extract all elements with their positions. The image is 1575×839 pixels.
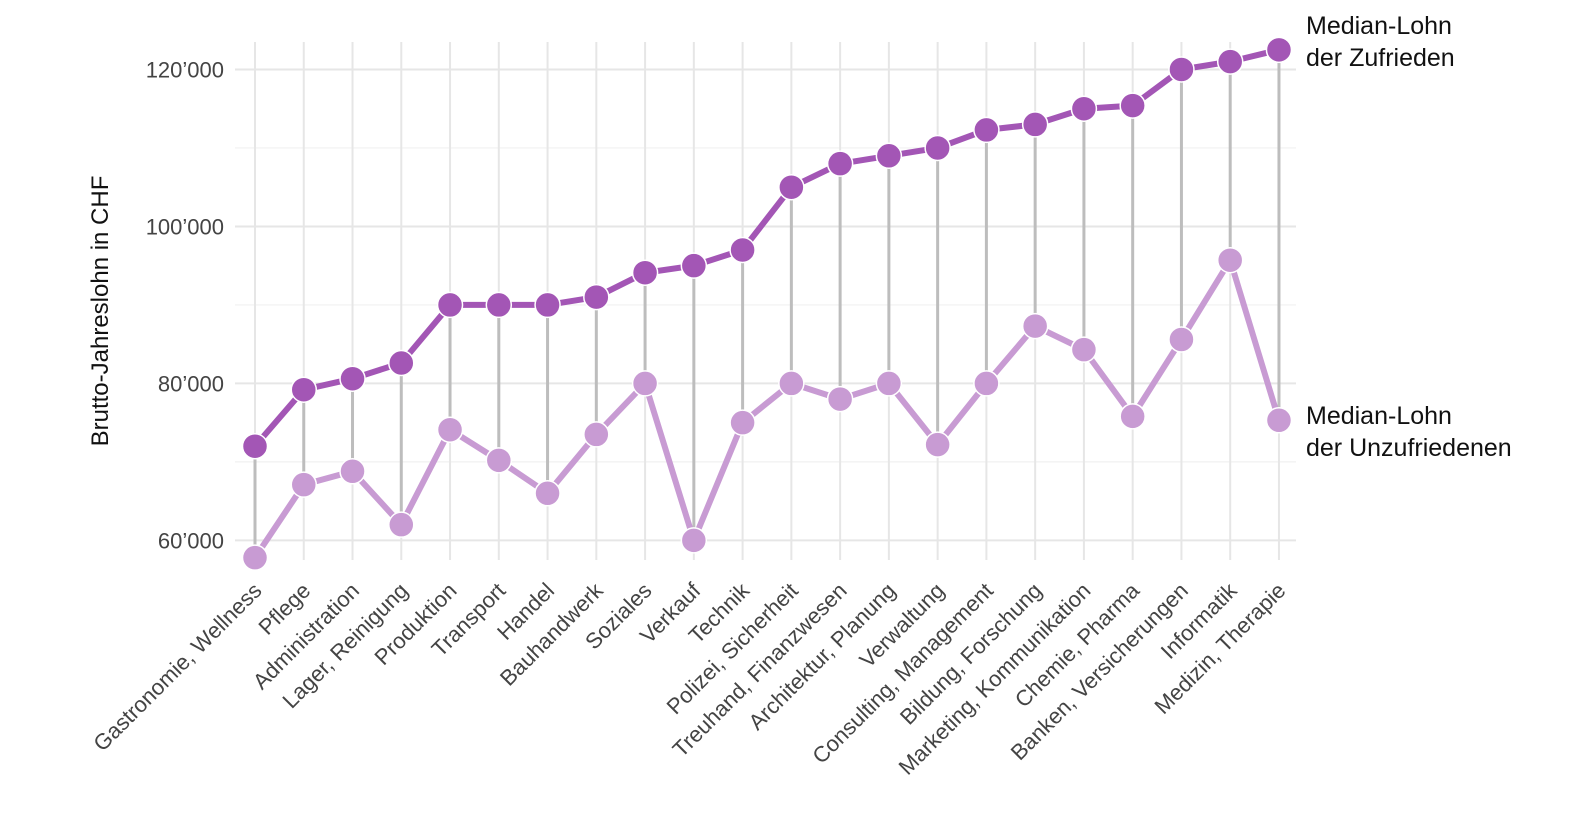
point-zufrieden (1265, 36, 1293, 64)
point-zufrieden (485, 291, 513, 319)
y-tick-label: 80’000 (158, 371, 224, 396)
series-label-zufrieden: Median-Lohn der Zufrieden (1306, 12, 1455, 72)
point-zufrieden (826, 150, 854, 177)
series-labels: Median-Lohn der Zufrieden Median-Lohn der U… (1306, 12, 1512, 462)
point-unzufrieden (388, 511, 415, 538)
point-unzufrieden (1265, 407, 1293, 434)
point-zufrieden (875, 142, 903, 170)
point-zufrieden (339, 365, 366, 392)
grid (235, 42, 1296, 560)
point-unzufrieden (436, 416, 464, 443)
point-zufrieden (680, 252, 708, 279)
point-unzufrieden (583, 421, 610, 448)
series-lines (252, 46, 1282, 561)
point-unzufrieden (875, 370, 903, 397)
point-zufrieden (534, 291, 561, 319)
point-zufrieden (1119, 92, 1146, 119)
series-label-line: Median-Lohn (1306, 12, 1452, 40)
point-zufrieden (973, 116, 1000, 144)
x-tick-label: Gastronomie, Wellness (88, 578, 266, 756)
series-label-line: der Unzufriedenen (1306, 434, 1512, 462)
point-unzufrieden (778, 370, 805, 397)
point-unzufrieden (1216, 246, 1244, 274)
point-zufrieden (388, 349, 415, 377)
series-label-line: der Zufrieden (1306, 44, 1455, 72)
point-unzufrieden (1119, 403, 1146, 430)
point-unzufrieden (680, 527, 708, 554)
point-unzufrieden (339, 458, 366, 485)
point-unzufrieden (924, 431, 951, 458)
point-unzufrieden (290, 471, 318, 498)
y-axis-title: Brutto-Jahreslohn in CHF (87, 176, 114, 447)
point-zufrieden (1070, 95, 1098, 122)
series-label-line: Median-Lohn (1306, 402, 1452, 430)
point-unzufrieden (1021, 312, 1049, 340)
point-zufrieden (241, 432, 269, 460)
point-zufrieden (290, 376, 318, 403)
y-axis: 60’000 80’000 100’000 120’000 (146, 57, 224, 553)
y-tick-label: 60’000 (158, 528, 224, 553)
point-zufrieden (1216, 48, 1244, 75)
y-tick-label: 100’000 (146, 214, 224, 239)
series-label-unzufrieden: Median-Lohn der Unzufriedenen (1306, 402, 1512, 462)
point-zufrieden (778, 173, 805, 201)
series-line-zufrieden (252, 46, 1282, 450)
y-tick-label: 120’000 (146, 57, 224, 82)
point-unzufrieden (1070, 336, 1098, 363)
x-axis: Gastronomie, WellnessPflegeAdministratio… (88, 577, 1290, 780)
point-unzufrieden (534, 480, 561, 507)
point-unzufrieden (826, 385, 854, 413)
point-zufrieden (924, 134, 951, 162)
point-zufrieden (631, 259, 659, 286)
point-unzufrieden (1168, 326, 1195, 353)
point-unzufrieden (631, 370, 659, 397)
point-unzufrieden (241, 544, 269, 571)
connector-lines (253, 49, 1281, 558)
point-zufrieden (436, 291, 464, 319)
point-unzufrieden (729, 409, 756, 436)
point-unzufrieden (973, 370, 1000, 397)
point-zufrieden (583, 283, 610, 311)
point-zufrieden (1021, 111, 1049, 138)
point-zufrieden (1168, 56, 1195, 83)
data-points (241, 36, 1293, 571)
series-line-unzufrieden (252, 257, 1282, 561)
point-zufrieden (729, 236, 756, 264)
point-unzufrieden (485, 447, 513, 474)
